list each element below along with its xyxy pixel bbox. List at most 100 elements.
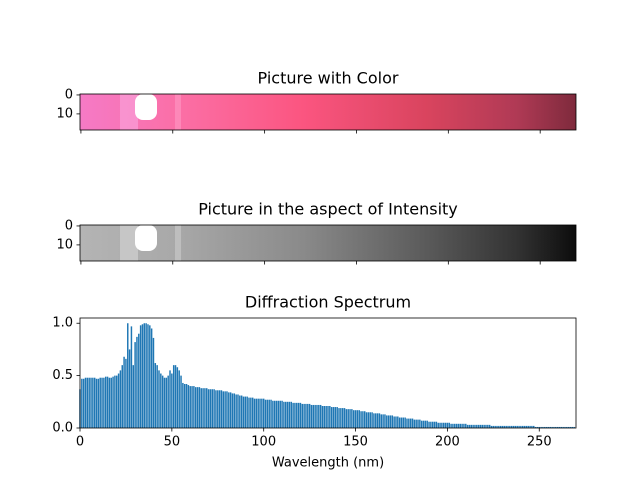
bar [358, 410, 360, 428]
bar [538, 426, 540, 428]
bar [408, 418, 410, 428]
bar [103, 377, 105, 428]
bar [512, 425, 515, 428]
bar [349, 409, 351, 428]
y-tick-label: 0.5 [52, 368, 73, 383]
bar [448, 422, 450, 428]
bar [518, 425, 520, 428]
bar [523, 425, 526, 428]
bar [347, 409, 349, 428]
bar [340, 408, 342, 428]
bar [163, 377, 166, 428]
x-axis-label: Wavelength (nm) [272, 456, 384, 471]
bar [110, 377, 112, 428]
bar [553, 426, 555, 428]
bar [369, 412, 371, 428]
bar [338, 408, 340, 428]
bar [439, 422, 441, 428]
bar [321, 406, 324, 428]
axes-frame [79, 224, 577, 262]
bar [198, 387, 201, 428]
bar [503, 425, 506, 428]
bar [301, 403, 304, 428]
bar [259, 398, 261, 428]
x-tick-label: 200 [435, 435, 460, 450]
bar [444, 422, 447, 428]
bar [303, 403, 305, 428]
bar [573, 426, 575, 428]
bar [319, 404, 322, 428]
bar [468, 424, 471, 428]
bar [422, 420, 425, 428]
bar [371, 412, 373, 428]
bar [566, 426, 568, 428]
bar [373, 413, 375, 428]
bar [261, 398, 263, 428]
bar [520, 425, 522, 428]
bar [547, 426, 550, 428]
bar [470, 424, 473, 428]
bar [101, 377, 103, 428]
bar [294, 402, 296, 428]
bar [299, 402, 302, 428]
bar [477, 424, 480, 428]
bar [341, 408, 344, 428]
bar [545, 426, 548, 428]
bar [209, 389, 212, 428]
bar [498, 425, 500, 428]
bar [450, 423, 452, 428]
bar [132, 365, 135, 428]
bar [95, 378, 98, 428]
bar [442, 422, 445, 428]
bar [286, 401, 289, 428]
bar [297, 402, 300, 428]
bar [178, 370, 180, 428]
bar [169, 370, 171, 428]
y-tick-label: 0.0 [52, 421, 73, 436]
bar [255, 398, 258, 428]
bar [525, 425, 528, 428]
bar [296, 402, 298, 428]
bar [182, 382, 184, 428]
bar [494, 425, 496, 428]
bar [266, 399, 269, 428]
bar [510, 425, 513, 428]
bar [194, 387, 197, 428]
bar [441, 422, 443, 428]
bar [222, 391, 225, 428]
bar [514, 425, 517, 428]
bar [251, 397, 254, 428]
bar [215, 390, 217, 428]
bar [288, 401, 291, 428]
bar [279, 400, 281, 428]
bar [551, 426, 553, 428]
bar [542, 426, 544, 428]
bar [117, 373, 120, 428]
bar [569, 426, 572, 428]
bar [235, 394, 237, 428]
bar [134, 342, 136, 428]
bar [336, 407, 338, 428]
bar [206, 388, 208, 428]
bar [226, 391, 228, 428]
bar [452, 423, 454, 428]
bar [544, 426, 546, 428]
bar [285, 401, 287, 428]
bar [499, 425, 502, 428]
bar [334, 407, 337, 428]
y-tick-label: 10 [56, 237, 73, 252]
bar [104, 376, 107, 428]
bar [430, 421, 432, 428]
bar [314, 404, 316, 428]
bar [415, 419, 417, 428]
x-tick-label: 100 [251, 435, 276, 450]
bar [556, 426, 559, 428]
y-tick-label: 1.0 [52, 316, 73, 331]
bar [112, 376, 114, 428]
bar [160, 373, 162, 428]
bar [465, 423, 467, 428]
bar [463, 423, 465, 428]
bar [562, 426, 564, 428]
bar [400, 417, 403, 428]
